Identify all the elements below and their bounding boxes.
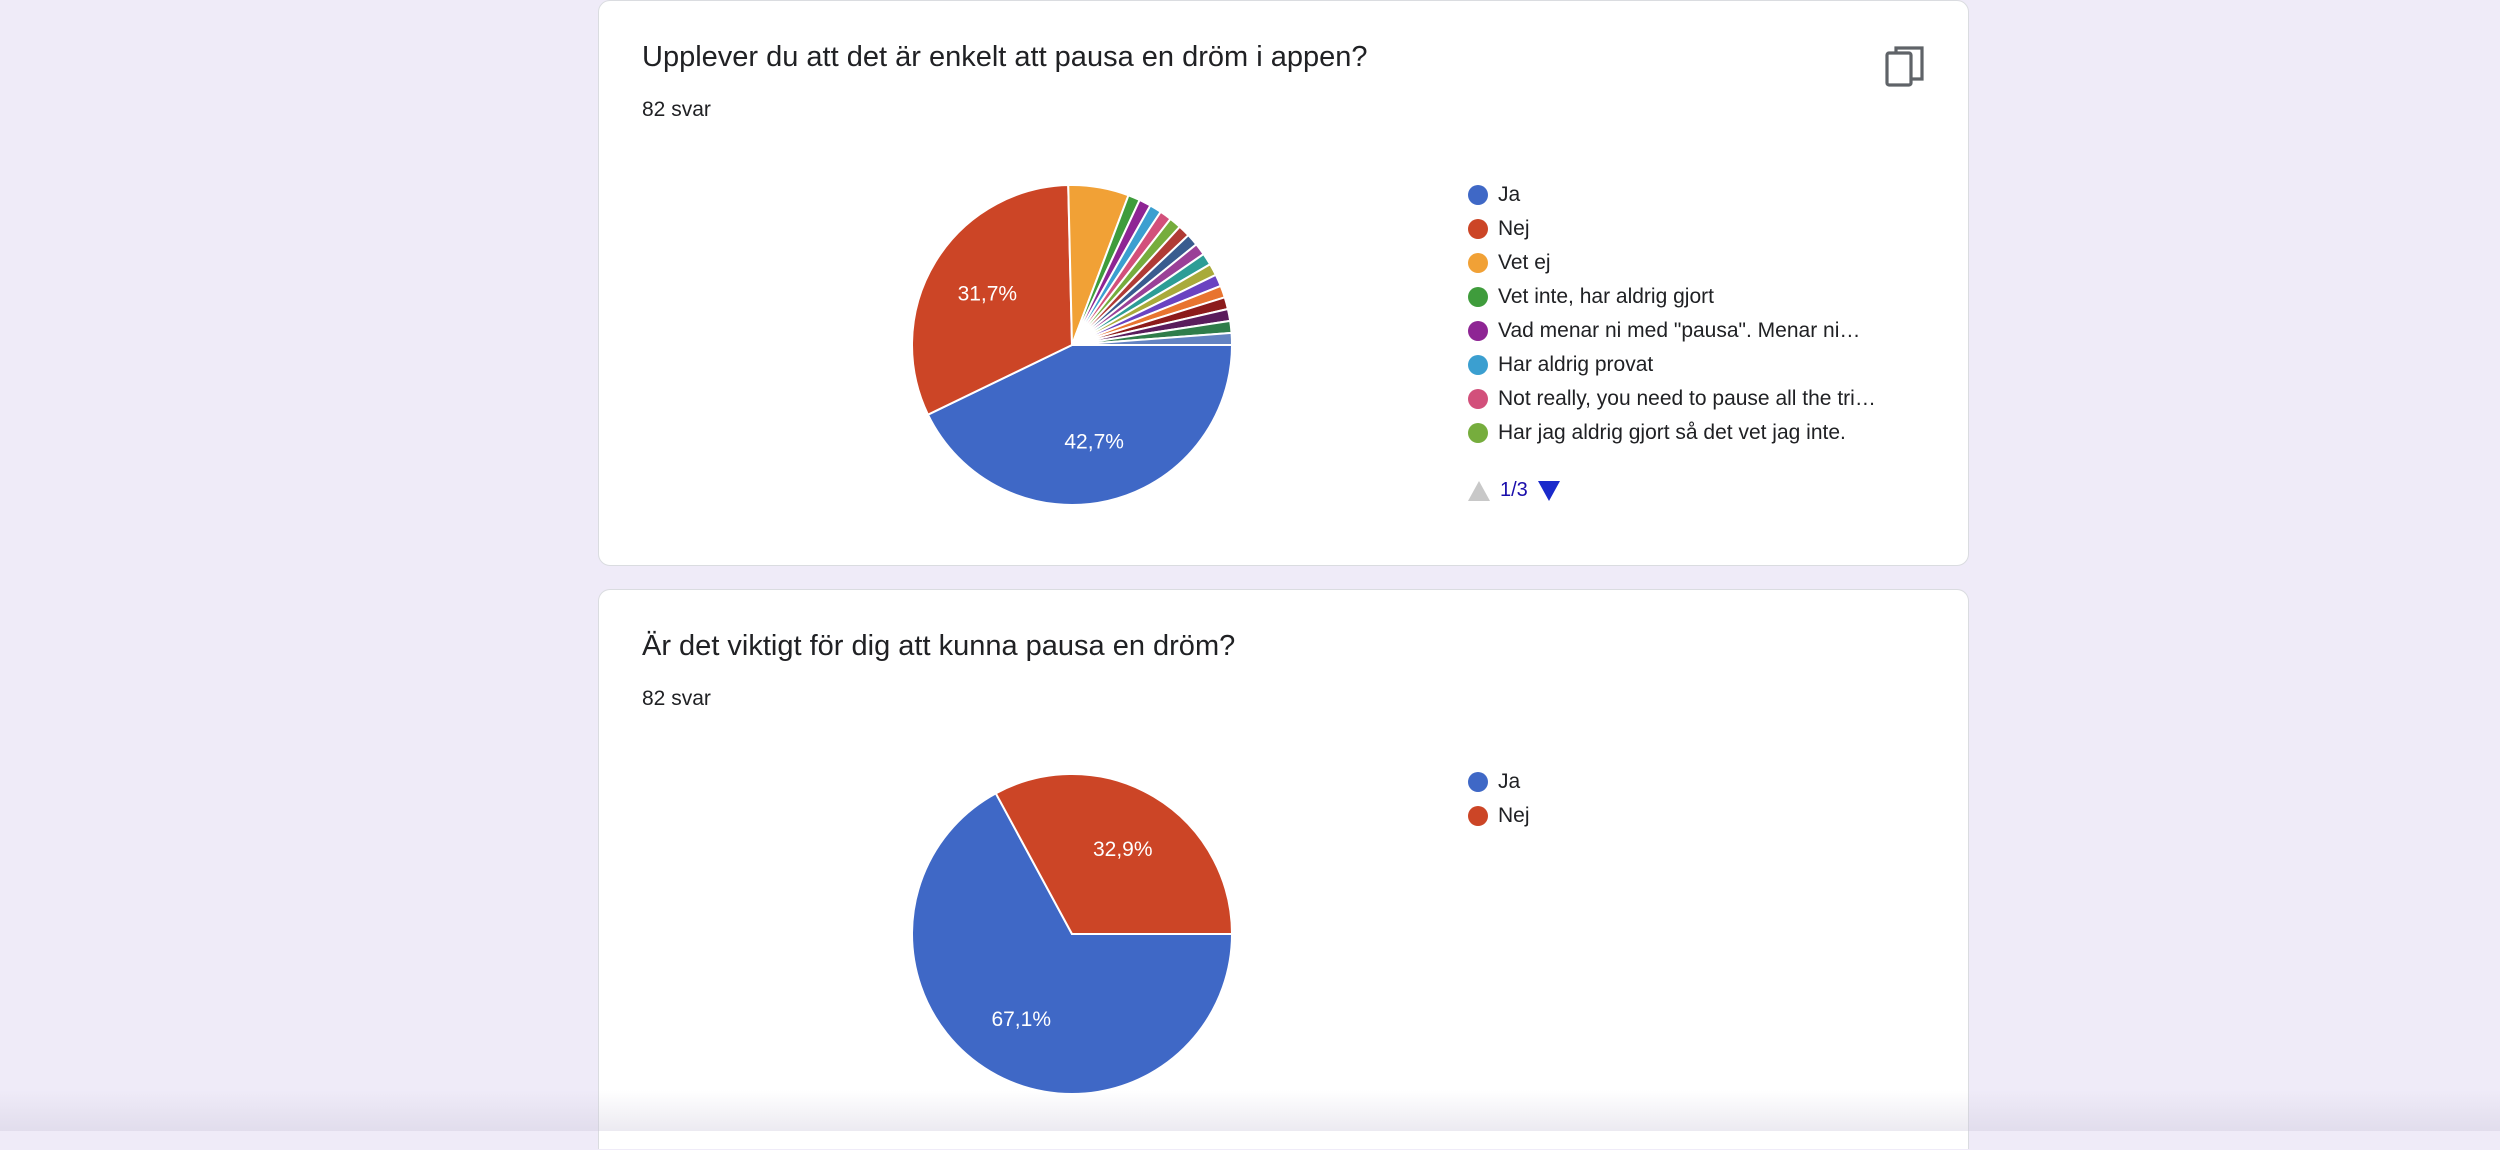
legend-page-indicator: 1/3 [1500,479,1528,501]
legend-dot-icon [1468,321,1488,341]
legend-item: Har aldrig provat [1468,348,1876,382]
legend-label: Har jag aldrig gjort så det vet jag inte… [1498,421,1846,444]
legend-dot-icon [1468,253,1488,273]
copy-icon[interactable] [1885,45,1925,89]
legend-label: Har aldrig provat [1498,353,1654,376]
legend-label: Nej [1498,217,1530,240]
chart-legend: Ja Nej Vet ej Vet inte, har aldrig gjort Vad… [1468,178,1876,450]
legend-item: Vet ej [1468,246,1876,280]
slice-data-label: 32,9% [1093,838,1153,861]
pie-chart: 67,1% 32,9% [911,773,1234,1095]
legend-label: Not really, you need to pause all the tr… [1498,387,1876,410]
question-title: Är det viktigt för dig att kunna pausa e… [642,630,1236,662]
pie-slice[interactable] [1071,331,1234,346]
response-count: 82 svar [642,687,711,710]
legend-label: Vad menar ni med "pausa". Menar ni… [1498,319,1861,342]
question-title: Upplever du att det är enkelt att pausa … [642,41,1368,73]
slice-data-label: 42,7% [1064,431,1124,454]
chart-legend: Ja Nej [1468,765,1530,833]
question-card-1: Upplever du att det är enkelt att pausa … [598,0,1969,566]
legend-label: Ja [1498,770,1521,793]
legend-item: Vet inte, har aldrig gjort [1468,280,1876,314]
pie-chart: 42,7% 31,7% [911,184,1234,506]
legend-label: Vet ej [1498,251,1551,274]
legend-dot-icon [1468,389,1488,409]
pie-slice[interactable] [911,791,1234,1095]
pie-slice[interactable] [926,344,1234,506]
pie-slice[interactable] [994,773,1234,935]
response-count: 82 svar [642,98,711,121]
legend-label: Nej [1498,804,1530,827]
pie-slice[interactable] [911,184,1074,417]
legend-label: Vet inte, har aldrig gjort [1498,285,1714,308]
legend-item: Ja [1468,178,1876,212]
legend-dot-icon [1468,806,1488,826]
legend-item: Ja [1468,765,1530,799]
legend-item: Not really, you need to pause all the tr… [1468,382,1876,416]
legend-dot-icon [1468,219,1488,239]
slice-data-label: 67,1% [991,1008,1051,1031]
legend-item: Vad menar ni med "pausa". Menar ni… [1468,314,1876,348]
legend-dot-icon [1468,772,1488,792]
triangle-up-icon[interactable] [1468,480,1490,501]
triangle-down-icon[interactable] [1537,480,1560,501]
legend-item: Nej [1468,212,1876,246]
question-card-2: Är det viktigt för dig att kunna pausa e… [598,589,1969,1149]
legend-dot-icon [1468,423,1488,443]
legend-pager: 1/3 [1468,479,1560,502]
slice-data-label: 31,7% [958,282,1018,305]
legend-dot-icon [1468,185,1488,205]
legend-label: Ja [1498,183,1521,206]
legend-dot-icon [1468,287,1488,307]
legend-dot-icon [1468,355,1488,375]
legend-item: Har jag aldrig gjort så det vet jag inte… [1468,416,1876,450]
legend-item: Nej [1468,799,1530,833]
